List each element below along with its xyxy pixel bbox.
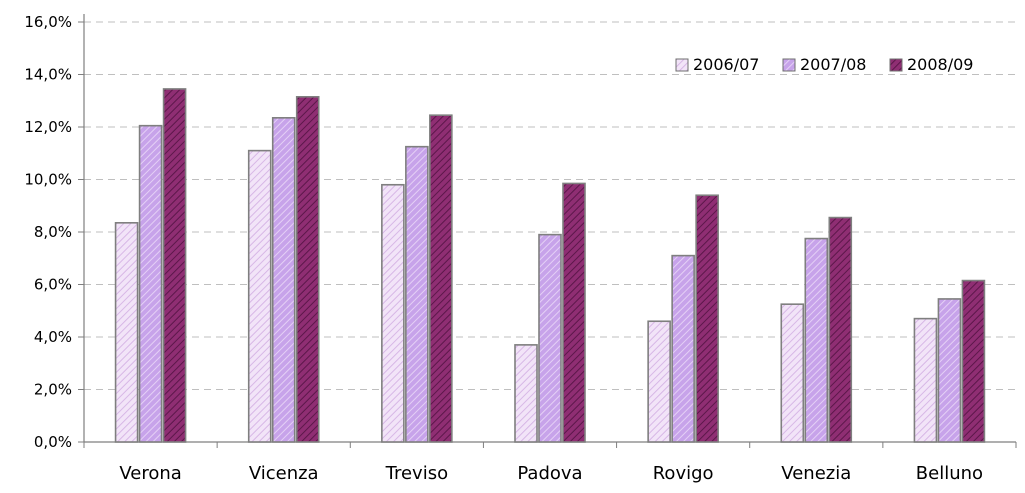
x-tick-label: Vicenza — [249, 463, 319, 484]
bar-2006-07-padova — [515, 345, 537, 442]
bar-2008-09-treviso — [430, 115, 452, 442]
x-tick-label: Padova — [517, 463, 582, 484]
bar-2006-07-vicenza — [249, 151, 271, 442]
bar-2008-09-vicenza — [297, 97, 319, 442]
bar-2006-07-verona — [116, 223, 138, 442]
bar-2008-09-padova — [563, 183, 585, 442]
y-tick-label: 10,0% — [24, 171, 72, 189]
y-tick-label: 0,0% — [34, 433, 72, 451]
bar-2007-08-venezia — [805, 239, 827, 442]
x-tick-label: Treviso — [385, 463, 448, 484]
bar-2008-09-rovigo — [696, 195, 718, 442]
bar-2007-08-padova — [539, 235, 561, 442]
legend-swatch — [676, 59, 688, 71]
y-tick-label: 4,0% — [34, 328, 72, 346]
y-tick-label: 2,0% — [34, 381, 72, 399]
x-tick-label: Venezia — [781, 463, 851, 484]
legend-swatch — [890, 59, 902, 71]
legend-label: 2006/07 — [693, 55, 759, 74]
bar-2008-09-belluno — [962, 281, 984, 442]
y-tick-label: 14,0% — [24, 66, 72, 84]
y-tick-label: 8,0% — [34, 223, 72, 241]
y-tick-label: 6,0% — [34, 276, 72, 294]
legend-swatch — [783, 59, 795, 71]
bar-2006-07-venezia — [781, 304, 803, 442]
y-tick-label: 16,0% — [24, 13, 72, 31]
bar-2006-07-rovigo — [648, 321, 670, 442]
legend-label: 2008/09 — [907, 55, 973, 74]
bar-2007-08-verona — [140, 126, 162, 442]
x-tick-label: Belluno — [916, 463, 983, 484]
legend: 2006/07 2007/08 2008/09 — [676, 55, 973, 74]
legend-item-2007-08: 2007/08 — [783, 55, 866, 74]
legend-item-2006-07: 2006/07 — [676, 55, 759, 74]
bar-2007-08-rovigo — [672, 256, 694, 442]
bar-2007-08-treviso — [406, 147, 428, 442]
bar-2008-09-verona — [164, 89, 186, 442]
bar-2008-09-venezia — [829, 218, 851, 442]
x-tick-label: Rovigo — [653, 463, 714, 484]
bar-2007-08-belluno — [938, 299, 960, 442]
legend-item-2008-09: 2008/09 — [890, 55, 973, 74]
y-tick-label: 12,0% — [24, 118, 72, 136]
bar-2006-07-treviso — [382, 185, 404, 442]
legend-label: 2007/08 — [800, 55, 866, 74]
bar-2006-07-belluno — [914, 319, 936, 442]
bar-2007-08-vicenza — [273, 118, 295, 442]
x-tick-label: Verona — [119, 463, 181, 484]
